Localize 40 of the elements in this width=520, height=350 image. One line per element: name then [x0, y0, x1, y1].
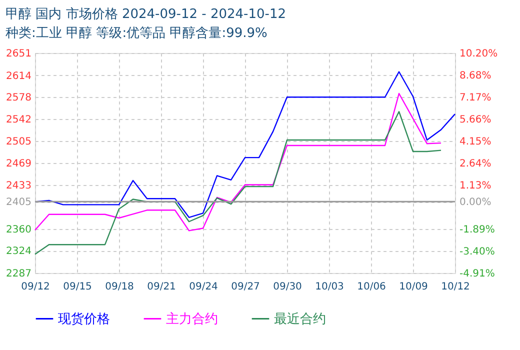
chart-subtitle: 种类:工业 甲醇 等级:优等品 甲醇含量:99.9%	[6, 26, 268, 41]
y-tick-label: 2324	[6, 246, 32, 258]
x-tick-label: 09/27	[231, 282, 260, 292]
y-tick-label: 2433	[6, 180, 32, 192]
x-tick-label: 10/06	[357, 282, 386, 292]
y2-tick-label: 4.15%	[460, 136, 492, 148]
legend-label: 主力合约	[166, 310, 218, 327]
y-tick-label: 2287	[6, 268, 32, 280]
y-tick-label: 2542	[6, 114, 32, 126]
x-tick-label: 09/21	[147, 282, 176, 292]
y-tick-label: 2469	[6, 158, 32, 170]
y2-tick-label: 7.17%	[460, 92, 492, 104]
y2-tick-label: 1.13%	[460, 180, 492, 192]
y-tick-label: 2614	[6, 70, 32, 82]
x-tick-label: 09/12	[21, 282, 50, 292]
x-tick-label: 10/12	[441, 282, 470, 292]
x-tick-label: 09/15	[63, 282, 92, 292]
y2-tick-label: -1.89%	[460, 224, 495, 236]
y-tick-label: 2651	[6, 48, 32, 60]
x-tick-label: 10/03	[315, 282, 344, 292]
y-tick-label: 2505	[6, 136, 32, 148]
line-series	[34, 92, 442, 232]
y2-tick-label: 5.66%	[460, 114, 492, 126]
legend-label: 现货价格	[58, 312, 110, 327]
y-tick-label: 2578	[6, 92, 32, 104]
y-tick-label: 2360	[6, 224, 32, 236]
y-tick-label: 2405	[6, 197, 32, 208]
legend-label: 最近合约	[274, 312, 326, 327]
y2-tick-label: 8.68%	[460, 70, 492, 82]
line-series	[34, 111, 442, 255]
x-tick-label: 09/30	[273, 282, 302, 292]
y2-tick-label: 0.00%	[460, 197, 492, 208]
x-tick-label: 09/18	[105, 282, 134, 292]
y2-tick-label: -4.91%	[460, 268, 495, 280]
y2-tick-label: 10.20%	[460, 48, 498, 60]
x-tick-label: 10/09	[399, 282, 428, 292]
x-tick-label: 09/24	[189, 282, 218, 292]
y2-tick-label: 2.64%	[460, 158, 492, 170]
chart-title: 甲醇 国内 市场价格 2024-09-12 - 2024-10-12	[6, 7, 286, 22]
y2-tick-label: -3.40%	[460, 246, 495, 258]
